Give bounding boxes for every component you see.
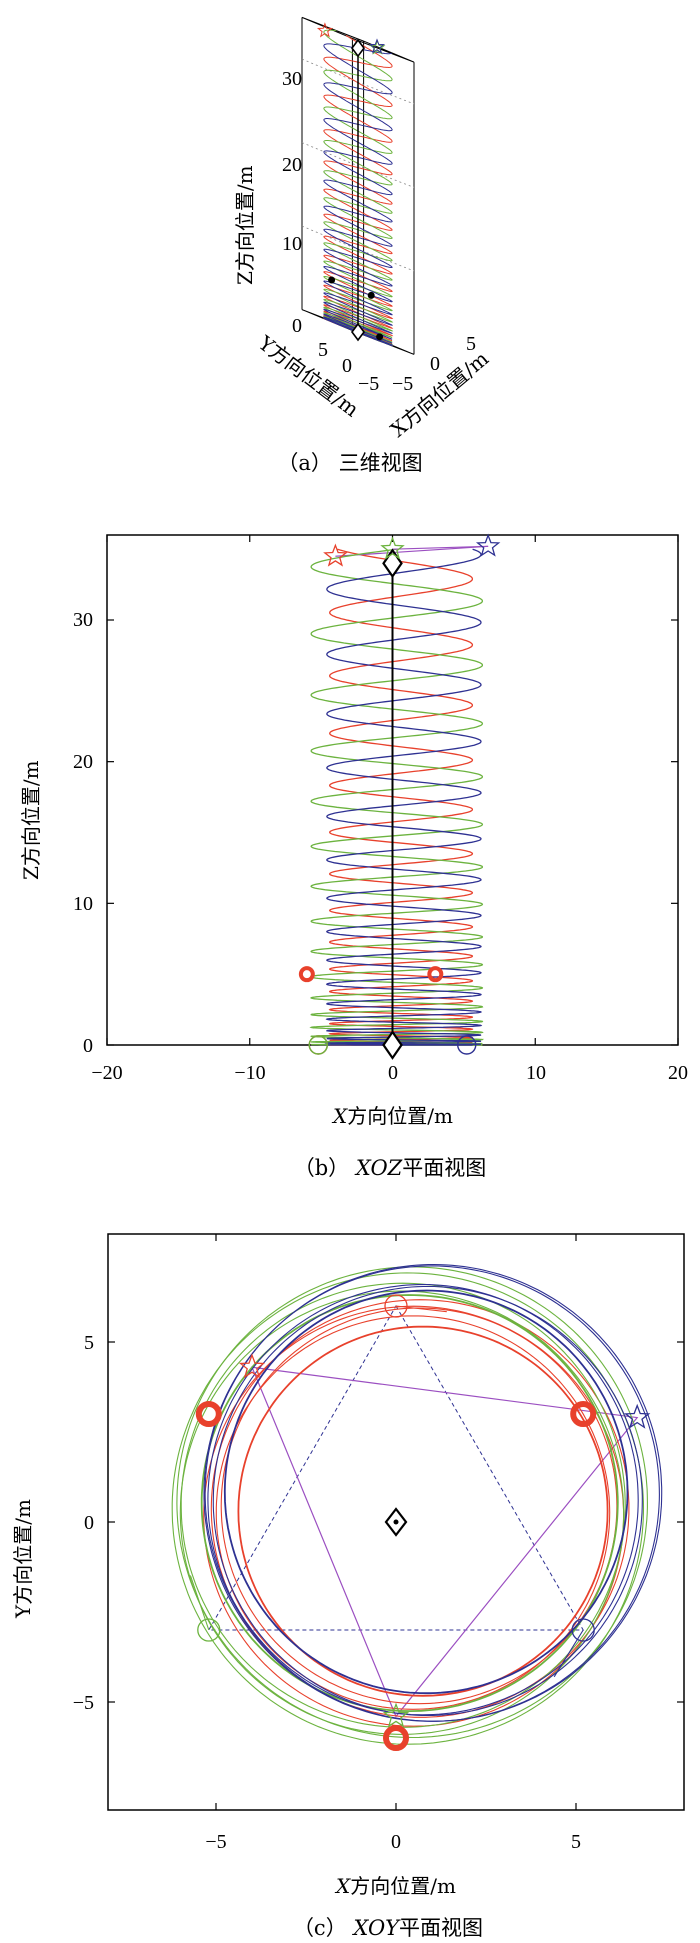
xoy-trajectory-green — [176, 1266, 648, 1739]
y-tick-5: 5 — [318, 339, 328, 361]
xoz-z-tick-10: 10 — [73, 893, 93, 915]
z-axis-label: Z方向位置/m — [233, 165, 257, 285]
xoy-end-star — [624, 1403, 651, 1429]
xoy-formation-triangles — [207, 1305, 639, 1718]
leader-diamond-3d — [351, 38, 365, 58]
xoy-center-dot — [393, 1519, 399, 1525]
xoy-x-tick-0: 0 — [391, 1831, 401, 1853]
xoy-y-tick-0: 0 — [84, 1512, 94, 1534]
trajectory-3d-blue — [322, 43, 394, 347]
end-star-3d — [369, 38, 386, 54]
y-tick-0: 0 — [342, 355, 352, 377]
z-tick-0: 0 — [292, 315, 302, 337]
xoy-trajectory-green — [179, 1290, 625, 1735]
xoz-end-link — [392, 545, 489, 550]
xoz-end-star — [323, 543, 348, 567]
xoy-trajectory-red — [210, 1299, 630, 1718]
xoy-trajectory-red — [237, 1325, 609, 1697]
caption-c: （c） XOY平面视图 — [293, 1916, 483, 1940]
z-tick-20: 20 — [282, 154, 302, 176]
3d-trajectories — [322, 29, 394, 347]
xoz-z-tick-30: 30 — [73, 609, 93, 631]
xoz-obstacle — [427, 966, 444, 983]
obstacle-3d — [328, 276, 336, 284]
x-tick-minus5: −5 — [392, 373, 413, 395]
xoy-entry-green — [189, 1575, 210, 1631]
xoy-trajectory-blue — [212, 1285, 643, 1717]
xoz-z-tick-0: 0 — [83, 1035, 93, 1057]
xoz-z-tick-20: 20 — [73, 751, 93, 773]
xoy-obstacle — [383, 1725, 409, 1751]
xoy-obstacle — [570, 1401, 597, 1427]
xoz-start-circle — [457, 1035, 477, 1055]
xoz-x-axis-label: X方向位置/m — [331, 1104, 453, 1128]
trajectory-3d-red — [322, 34, 394, 346]
xoy-start-circle — [197, 1618, 221, 1642]
xoy-end-star — [238, 1353, 266, 1379]
xoz-x-tick-minus10: −10 — [234, 1062, 265, 1084]
xoz-start-circle — [308, 1035, 328, 1055]
xoy-start-formation — [207, 1305, 585, 1631]
xoz-end-star — [475, 533, 501, 557]
xoz-markers — [298, 533, 501, 1060]
x-tick-0: 0 — [430, 353, 440, 375]
xoy-obstacle — [195, 1401, 222, 1427]
xoy-trajectory-blue — [203, 1265, 660, 1722]
xoy-trajectory-blue — [223, 1289, 629, 1695]
xoy-entry-blue — [553, 1629, 584, 1678]
leader-diamond-3d — [351, 322, 365, 342]
obstacle-3d — [367, 291, 375, 299]
xoy-x-axis-label: X方向位置/m — [334, 1874, 456, 1898]
xoy-trajectory-red — [220, 1307, 618, 1705]
xoy-start-circle — [384, 1294, 408, 1318]
caption-a: （a） 三维视图 — [277, 451, 422, 475]
xoy-ticks — [108, 1234, 684, 1810]
xoz-end-star — [380, 536, 405, 560]
caption-b: （b） XOZ平面视图 — [294, 1156, 487, 1180]
xoy-x-tick-5: 5 — [571, 1831, 581, 1853]
xoy-entry-red — [395, 1305, 447, 1313]
xoy-end-star — [382, 1702, 410, 1728]
3d-markers — [316, 22, 386, 342]
trajectory-3d-green — [323, 29, 394, 347]
xoy-markers — [195, 1294, 651, 1751]
obstacle-3d — [376, 333, 384, 341]
xoz-x-tick-20: 20 — [668, 1062, 688, 1084]
xoz-ticks — [106, 535, 679, 1046]
y-tick-minus5: −5 — [358, 373, 379, 395]
xoz-trajectories — [309, 545, 489, 1046]
panel-xoy-view: −5 0 5 −5 0 5 Y方向位置/m X方向位置/m （c） XOY平面视… — [11, 1233, 685, 1940]
xoy-start-circle — [571, 1618, 595, 1642]
xoy-trajectories — [171, 1264, 663, 1745]
xoz-z-axis-label: Z方向位置/m — [19, 760, 43, 880]
z-tick-10: 10 — [282, 233, 302, 255]
box-horizontal-edge — [301, 16, 415, 63]
x-tick-5: 5 — [466, 333, 476, 355]
xoz-x-tick-10: 10 — [526, 1062, 546, 1084]
xoy-trajectory-green — [180, 1282, 626, 1728]
end-star-3d — [316, 22, 333, 38]
xoy-y-tick-5: 5 — [84, 1332, 94, 1354]
xoz-x-tick-0: 0 — [388, 1062, 398, 1084]
z-tick-30: 30 — [282, 68, 302, 90]
panel-xoz-view: −20 −10 0 10 20 0 10 20 30 Z方向位置/m X方向位置… — [19, 533, 688, 1180]
xoy-trajectory-green — [200, 1294, 619, 1713]
xoz-x-tick-minus20: −20 — [91, 1062, 122, 1084]
xoz-obstacle — [298, 966, 315, 983]
xoy-x-tick-minus5: −5 — [205, 1831, 226, 1853]
xoy-end-formation — [251, 1366, 639, 1718]
xoz-leader-diamond — [382, 1030, 403, 1060]
panel-3d-view: 30 20 10 0 Z方向位置/m 5 0 −5 Y方向位置/m −5 0 5… — [233, 16, 493, 475]
xoy-y-tick-minus5: −5 — [73, 1692, 94, 1714]
xoz-trajectory-blue — [324, 548, 483, 1046]
xoy-y-axis-label: Y方向位置/m — [11, 1499, 35, 1619]
